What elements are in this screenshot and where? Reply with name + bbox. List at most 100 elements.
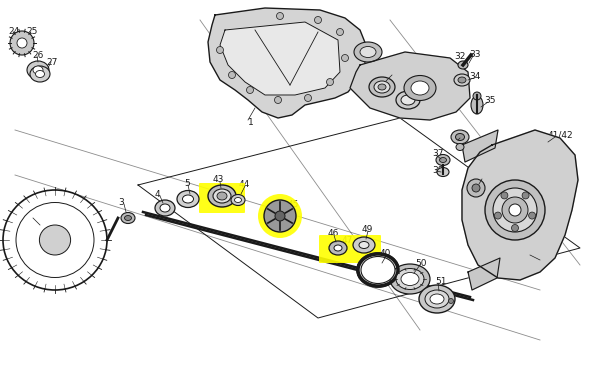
Ellipse shape: [208, 185, 236, 207]
Ellipse shape: [359, 241, 369, 248]
Circle shape: [336, 28, 343, 35]
Text: 36: 36: [452, 135, 464, 145]
Text: 50: 50: [415, 259, 426, 268]
FancyBboxPatch shape: [199, 183, 245, 213]
Ellipse shape: [361, 256, 395, 283]
Text: 44: 44: [239, 179, 250, 189]
Ellipse shape: [419, 285, 455, 313]
Text: 37: 37: [432, 148, 444, 158]
Polygon shape: [462, 130, 498, 162]
Ellipse shape: [425, 290, 449, 308]
Circle shape: [10, 31, 34, 55]
Text: 49: 49: [362, 224, 374, 234]
Text: 32: 32: [454, 52, 466, 61]
Text: 24: 24: [8, 27, 19, 35]
Ellipse shape: [458, 61, 468, 69]
Ellipse shape: [160, 204, 170, 212]
Ellipse shape: [353, 237, 375, 253]
Ellipse shape: [357, 253, 399, 287]
Circle shape: [472, 184, 480, 192]
Ellipse shape: [437, 168, 449, 176]
Circle shape: [342, 55, 349, 62]
Ellipse shape: [183, 195, 193, 203]
Ellipse shape: [16, 203, 94, 277]
Ellipse shape: [401, 272, 419, 286]
Text: 43: 43: [213, 175, 224, 183]
Ellipse shape: [39, 225, 71, 255]
Text: 26: 26: [32, 51, 43, 59]
Ellipse shape: [121, 213, 135, 224]
Text: 41/42: 41/42: [548, 131, 573, 139]
Text: 48: 48: [538, 258, 549, 266]
Ellipse shape: [502, 197, 528, 223]
Circle shape: [216, 46, 224, 54]
Circle shape: [327, 79, 333, 86]
FancyBboxPatch shape: [319, 235, 381, 263]
Circle shape: [258, 194, 302, 238]
Ellipse shape: [396, 269, 424, 290]
Text: 40: 40: [380, 249, 391, 259]
Ellipse shape: [509, 204, 521, 216]
Circle shape: [512, 224, 518, 231]
Ellipse shape: [155, 200, 175, 216]
Circle shape: [17, 38, 27, 48]
Ellipse shape: [396, 91, 420, 109]
Circle shape: [501, 192, 508, 199]
Ellipse shape: [455, 134, 464, 141]
Ellipse shape: [125, 215, 132, 221]
Text: 27: 27: [46, 58, 58, 66]
Ellipse shape: [471, 96, 483, 114]
Ellipse shape: [390, 264, 430, 294]
Polygon shape: [220, 22, 340, 95]
Circle shape: [247, 86, 253, 93]
Ellipse shape: [404, 76, 436, 100]
Ellipse shape: [360, 46, 376, 58]
Text: 51: 51: [435, 276, 447, 286]
Polygon shape: [462, 130, 578, 280]
Text: 3: 3: [118, 197, 124, 207]
Circle shape: [304, 94, 311, 101]
Circle shape: [264, 200, 296, 232]
Text: 34: 34: [469, 72, 480, 80]
Circle shape: [448, 299, 454, 303]
Ellipse shape: [177, 190, 199, 207]
Ellipse shape: [378, 84, 386, 90]
Text: 47: 47: [342, 235, 353, 245]
Ellipse shape: [401, 95, 415, 105]
Polygon shape: [208, 8, 368, 118]
Ellipse shape: [329, 241, 347, 255]
Circle shape: [276, 13, 283, 20]
Ellipse shape: [454, 74, 470, 86]
Ellipse shape: [485, 180, 545, 240]
Ellipse shape: [3, 190, 107, 290]
Ellipse shape: [231, 194, 245, 206]
Text: 46: 46: [328, 228, 339, 238]
Circle shape: [314, 17, 321, 24]
Text: 39: 39: [478, 172, 489, 182]
Text: 35: 35: [484, 96, 496, 104]
Circle shape: [275, 211, 285, 221]
Circle shape: [467, 179, 485, 197]
Ellipse shape: [334, 245, 342, 251]
Text: 4: 4: [155, 190, 161, 199]
Ellipse shape: [436, 155, 450, 166]
Text: 25: 25: [26, 27, 37, 35]
Ellipse shape: [374, 81, 390, 93]
Ellipse shape: [213, 189, 231, 203]
Ellipse shape: [33, 66, 43, 74]
Ellipse shape: [456, 144, 464, 151]
Text: 2: 2: [30, 210, 36, 220]
Ellipse shape: [369, 77, 395, 97]
Circle shape: [522, 192, 529, 199]
Ellipse shape: [473, 92, 481, 100]
Ellipse shape: [30, 66, 50, 82]
Circle shape: [495, 212, 501, 219]
Ellipse shape: [217, 192, 227, 200]
Polygon shape: [468, 258, 500, 290]
Circle shape: [275, 97, 282, 103]
Ellipse shape: [36, 70, 44, 77]
Polygon shape: [350, 52, 470, 120]
Text: 33: 33: [469, 49, 480, 59]
Ellipse shape: [493, 188, 537, 232]
Ellipse shape: [458, 77, 466, 83]
